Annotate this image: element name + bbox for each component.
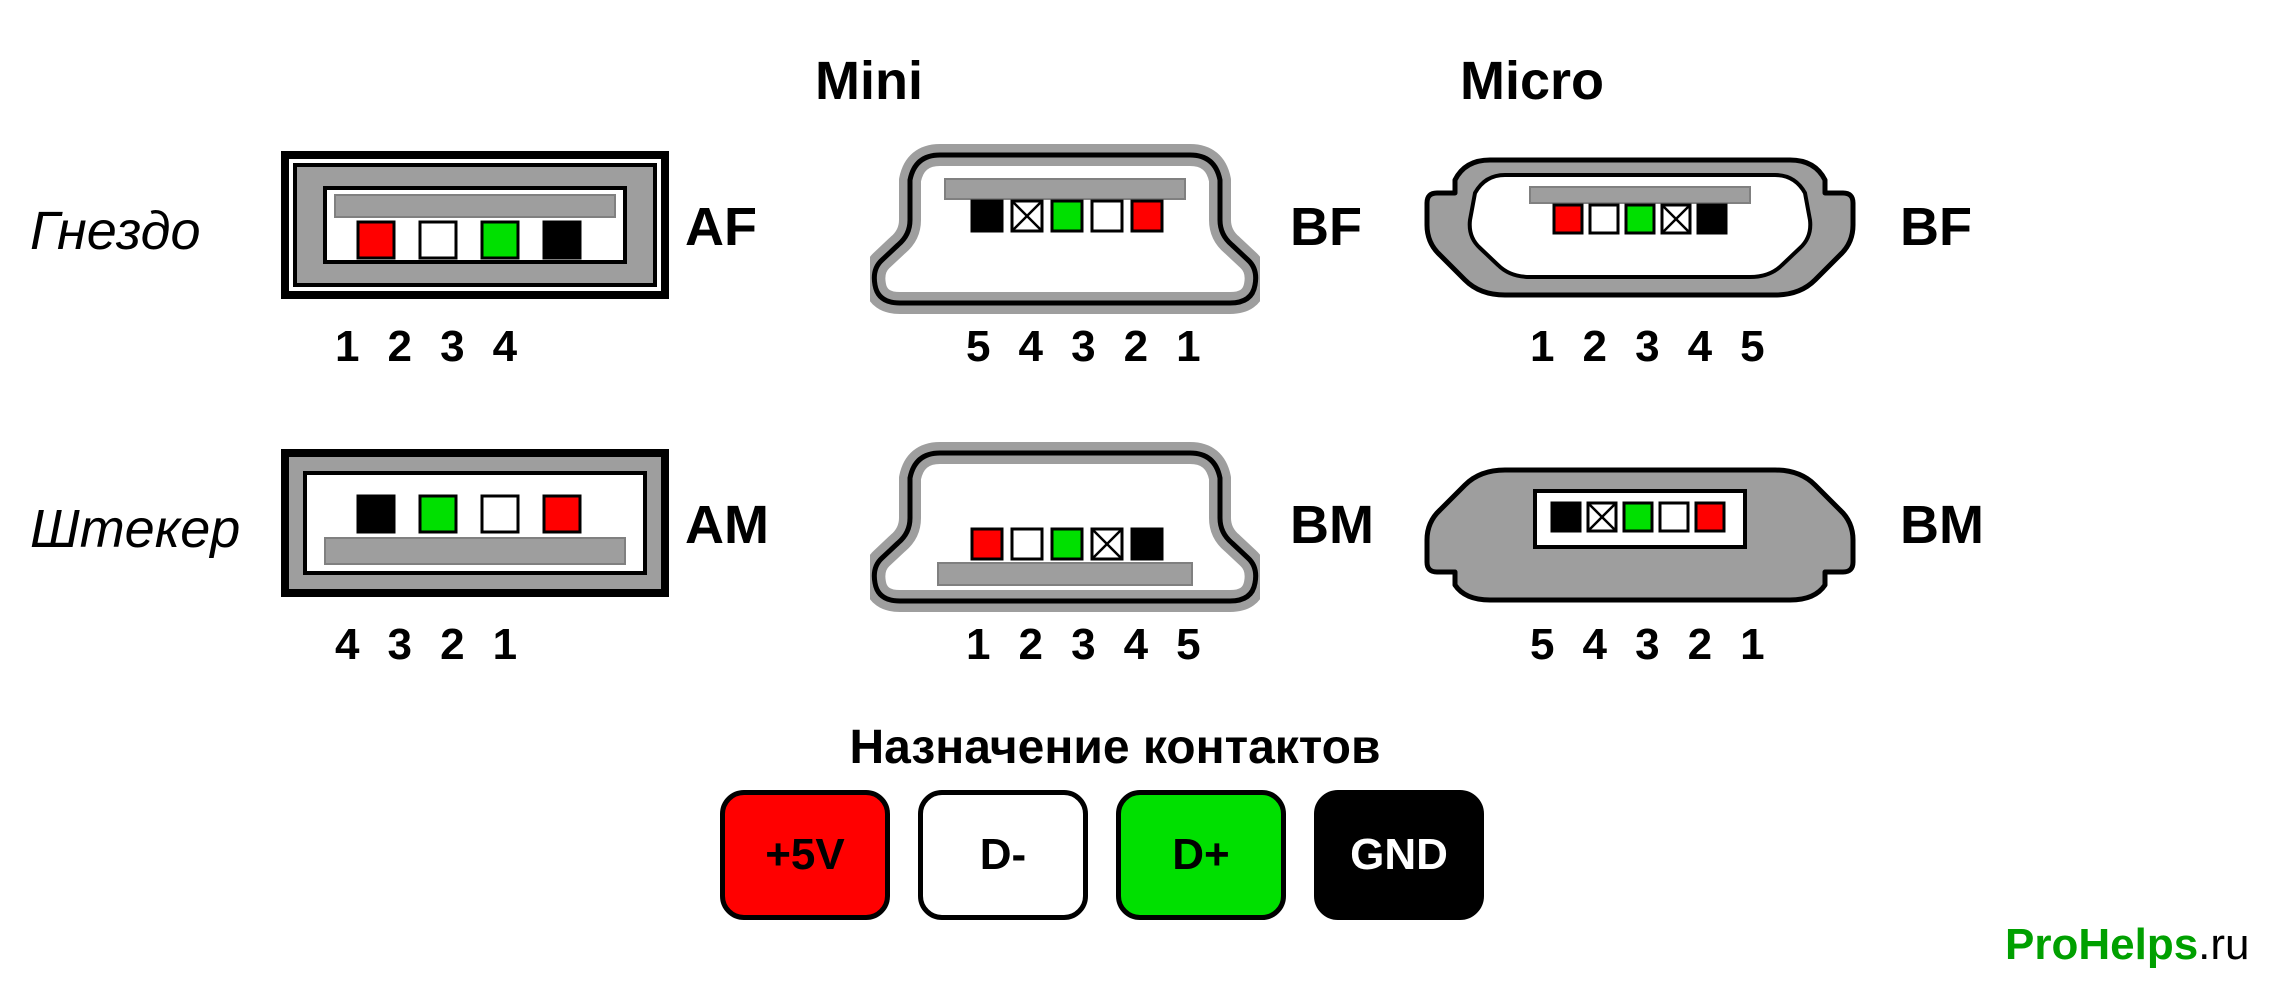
- legend-box-dplus: D+: [1116, 790, 1286, 920]
- legend-row: +5VD-D+GND: [720, 790, 1484, 920]
- legend-title: Назначение контактов: [720, 720, 1510, 775]
- pin-numbers-af: 1 2 3 4: [335, 322, 525, 372]
- type-label-mini-bf: BF: [1290, 196, 1362, 258]
- connector-mini-bf: [870, 135, 1260, 315]
- connector-af: [280, 140, 670, 310]
- connector-micro-bm: [1420, 455, 1860, 605]
- type-label-am: AM: [685, 494, 769, 556]
- legend-box-dminus: D-: [918, 790, 1088, 920]
- pin-numbers-mini-bm: 1 2 3 4 5: [966, 620, 1209, 670]
- watermark-brand: ProHelps: [2005, 920, 2198, 969]
- connector-am: [280, 438, 670, 608]
- pin-numbers-micro-bf: 1 2 3 4 5: [1530, 322, 1773, 372]
- row-label-socket: Гнездо: [30, 200, 201, 262]
- connector-micro-bf: [1420, 145, 1860, 315]
- pin-numbers-micro-bm: 5 4 3 2 1: [1530, 620, 1773, 670]
- row-label-plug: Штекер: [30, 498, 240, 560]
- legend-box-plus5v: +5V: [720, 790, 890, 920]
- pin-numbers-mini-bf: 5 4 3 2 1: [966, 322, 1209, 372]
- type-label-micro-bm: BM: [1900, 494, 1984, 556]
- col-header-micro: Micro: [1460, 50, 1604, 112]
- type-label-micro-bf: BF: [1900, 196, 1972, 258]
- pin-numbers-am: 4 3 2 1: [335, 620, 525, 670]
- type-label-af: AF: [685, 196, 757, 258]
- legend-box-gnd: GND: [1314, 790, 1484, 920]
- col-header-mini: Mini: [815, 50, 923, 112]
- watermark: ProHelps.ru: [2005, 920, 2250, 970]
- type-label-mini-bm: BM: [1290, 494, 1374, 556]
- connector-mini-bm: [870, 433, 1260, 613]
- watermark-tld: .ru: [2198, 920, 2249, 969]
